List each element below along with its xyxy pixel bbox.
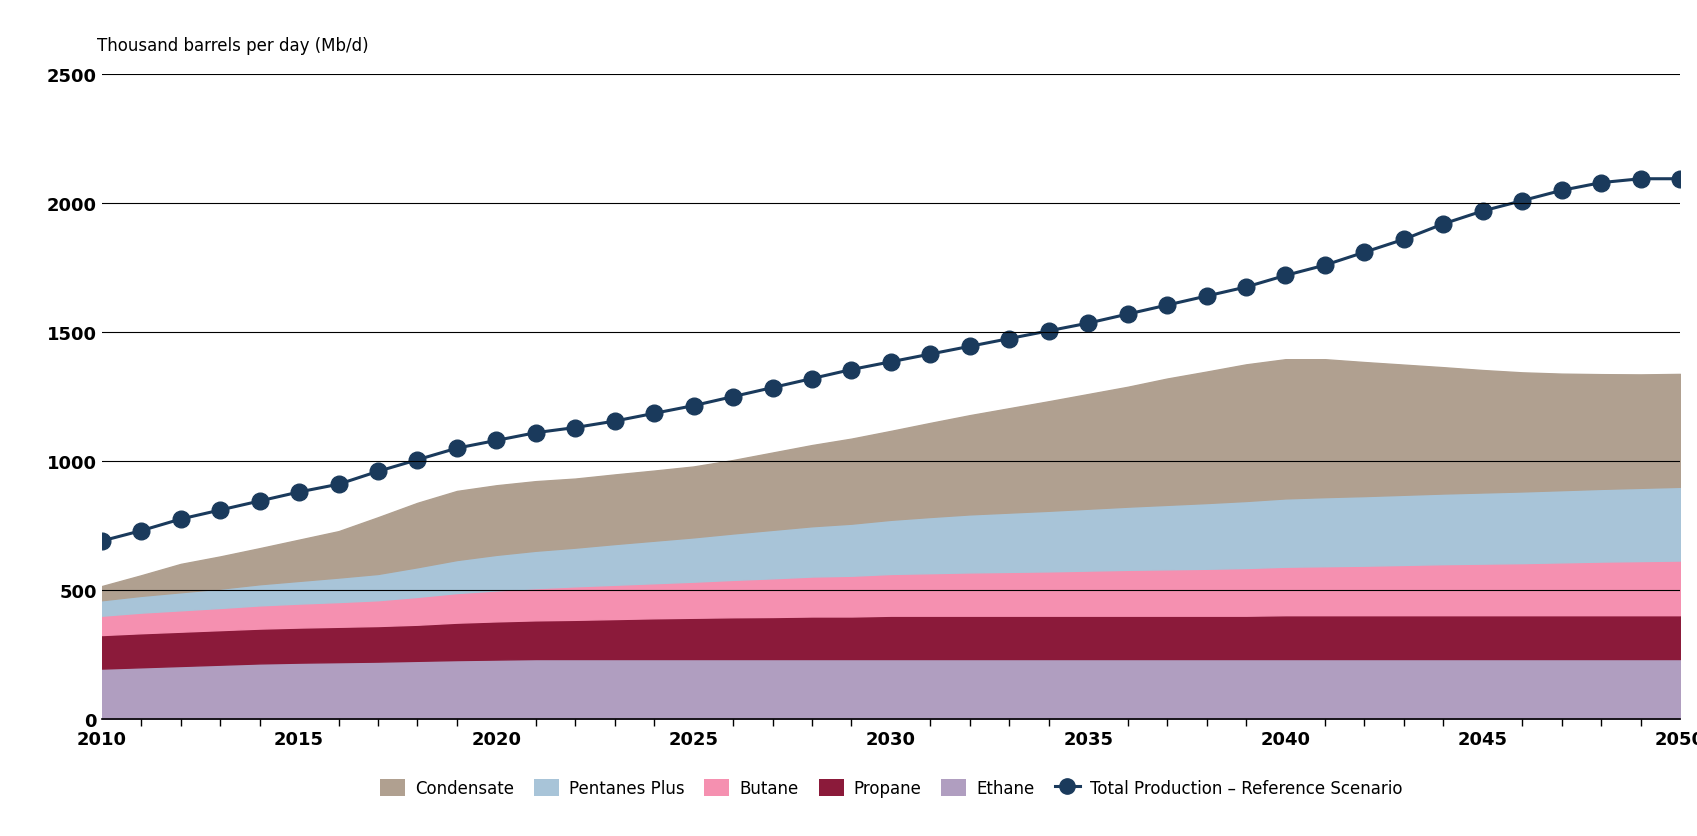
Text: Thousand barrels per day (Mb/d): Thousand barrels per day (Mb/d)	[97, 37, 368, 54]
Legend: Condensate, Pentanes Plus, Butane, Propane, Ethane, Total Production – Reference: Condensate, Pentanes Plus, Butane, Propa…	[373, 772, 1409, 804]
